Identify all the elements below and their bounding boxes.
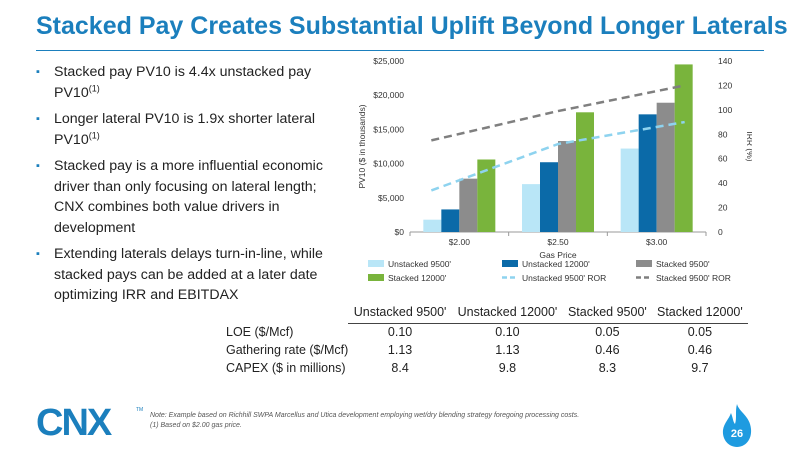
table-cell: 0.05: [595, 325, 620, 340]
flame-icon: 26: [722, 404, 752, 447]
y-axis-title: PV10 ($ in thousands): [357, 104, 367, 188]
y2-tick-label: 140: [718, 56, 732, 66]
bar-3-0: [477, 159, 496, 232]
legend-swatch: [368, 274, 384, 281]
x-axis-title: Gas Price: [539, 250, 577, 260]
y2-tick-label: 120: [718, 80, 732, 90]
table-cell: 8.3: [598, 361, 617, 375]
bullet-text: Stacked pay PV10 is 4.4x unstacked pay P…: [54, 64, 312, 101]
column-header: Unstacked 12000': [451, 302, 563, 324]
bullet-text: Extending laterals delays turn-in-line, …: [54, 246, 323, 303]
legend-label: Stacked 9500': [656, 259, 710, 269]
table-cell: 0.46: [687, 343, 713, 357]
table-corner: [196, 302, 348, 323]
legend-label: Stacked 12000': [388, 273, 447, 283]
table-body: LOE ($/Mcf) 0.10 0.10 0.05 0.05 Gathering rat…: [196, 323, 748, 377]
bar-3-2: [674, 64, 693, 232]
table-row: LOE ($/Mcf) 0.10 0.10 0.05 0.05: [196, 323, 748, 341]
row-label: CAPEX ($ in millions): [226, 361, 346, 375]
legend-label: Stacked 9500' ROR: [656, 273, 731, 283]
x-tick-label: $3.00: [646, 237, 668, 247]
bar-1-1: [540, 162, 558, 232]
y2-tick-label: 40: [718, 178, 728, 188]
column-header: Stacked 12000': [651, 302, 748, 324]
assumptions-table: Unstacked 9500' Unstacked 12000' Stacked 9…: [196, 302, 748, 377]
bullet-text: Stacked pay is a more influential econom…: [54, 158, 323, 236]
y-tick-label: $25,000: [373, 56, 404, 66]
pv10-irr-chart: $0 $5,000 $10,000 $15,000 $20,000 $25,000 0 20 4…: [357, 56, 752, 283]
ror-line-1: [431, 84, 685, 142]
row-label: LOE ($/Mcf): [226, 325, 294, 339]
table-cell: 1.13: [387, 343, 413, 357]
y2-axis-title: IRR (%): [745, 131, 752, 161]
legend-swatch: [502, 260, 518, 267]
bullet-item: ▪ Stacked pay PV10 is 4.4x unstacked pay …: [36, 62, 336, 103]
y-tick-label: $10,000: [373, 159, 404, 169]
note-text: Note: Example based on Richhill SWPA Mar…: [150, 412, 580, 419]
x-tick-label: $2.50: [547, 237, 569, 247]
bar-0-2: [620, 148, 639, 232]
y-tick-label: $20,000: [373, 90, 404, 100]
slide-title: Stacked Pay Creates Substantial Uplift B…: [36, 12, 788, 40]
y-tick-label: $5,000: [378, 193, 404, 203]
legend-label: Unstacked 12000': [522, 259, 590, 269]
column-header: Stacked 9500': [563, 302, 652, 324]
bullet-text: Longer lateral PV10 is 1.9x shorter late…: [54, 111, 316, 148]
bullet-square-icon: ▪: [36, 66, 40, 78]
table-row: Gathering rate ($/Mcf) 1.13 1.13 0.46 0.46: [196, 341, 748, 359]
y2-tick-label: 0: [718, 227, 723, 237]
y-tick-label: $15,000: [373, 124, 404, 134]
ror-line-0: [430, 120, 685, 192]
table-header-row: Unstacked 9500' Unstacked 12000' Stacked 9…: [196, 302, 748, 324]
cnx-logo: CNX TM: [36, 403, 143, 439]
table-cell: 9.8: [498, 361, 517, 375]
bullet-square-icon: ▪: [36, 160, 40, 172]
footnote-text: (1) Based on $2.00 gas price.: [150, 422, 242, 429]
table-cell: 1.13: [495, 343, 520, 357]
column-header: Unstacked 9500': [348, 302, 452, 324]
bullet-square-icon: ▪: [36, 248, 40, 260]
y-tick-label: $0: [395, 227, 405, 237]
bullet-list: ▪ Stacked pay PV10 is 4.4x unstacked pay …: [36, 62, 336, 312]
y2-tick-label: 80: [718, 129, 728, 139]
bar-2-2: [656, 102, 675, 232]
page-number: 26: [731, 428, 743, 440]
footnotes: Note: Example based on Richhill SWPA Mar…: [150, 411, 579, 431]
legend-label: Unstacked 9500': [388, 259, 451, 269]
bar-2-0: [459, 178, 478, 232]
bar-0-0: [423, 219, 442, 232]
bullet-square-icon: ▪: [36, 113, 40, 125]
legend-swatch: [368, 260, 384, 267]
table-cell: 0.10: [495, 325, 520, 340]
flame-shape: [722, 404, 752, 447]
table-cell: 0.10: [387, 325, 413, 340]
legend-label: Unstacked 9500' ROR: [522, 273, 606, 283]
x-tick-label: $2.00: [449, 237, 471, 247]
title-divider: [36, 50, 764, 51]
table-cell: 0.05: [687, 325, 713, 340]
y2-tick-label: 60: [718, 154, 728, 164]
bar-3-1: [576, 112, 594, 232]
bullet-item: ▪ Longer lateral PV10 is 1.9x shorter lat…: [36, 109, 336, 150]
table-cell: 9.7: [691, 361, 709, 375]
logo-wordmark: CNX: [36, 403, 113, 439]
table-row: CAPEX ($ in millions) 8.4 9.8 8.3 9.7: [196, 359, 748, 377]
bullet-item: ▪ Stacked pay is a more influential econo…: [36, 156, 336, 238]
footnote-ref: (1): [88, 82, 100, 93]
footnote-ref: (1): [88, 129, 100, 140]
bar-1-0: [441, 209, 460, 232]
bullet-item: ▪ Extending laterals delays turn-in-line,…: [36, 244, 336, 306]
y2-tick-label: 100: [718, 105, 732, 115]
logo-trademark: TM: [136, 407, 143, 413]
y2-tick-label: 20: [718, 203, 728, 213]
row-label: Gathering rate ($/Mcf): [226, 343, 349, 357]
legend-swatch: [636, 260, 652, 267]
bar-2-1: [558, 141, 576, 232]
table-cell: 0.46: [595, 343, 620, 357]
bar-1-2: [638, 114, 657, 232]
table-cell: 8.4: [391, 361, 409, 375]
bar-0-1: [522, 184, 540, 232]
